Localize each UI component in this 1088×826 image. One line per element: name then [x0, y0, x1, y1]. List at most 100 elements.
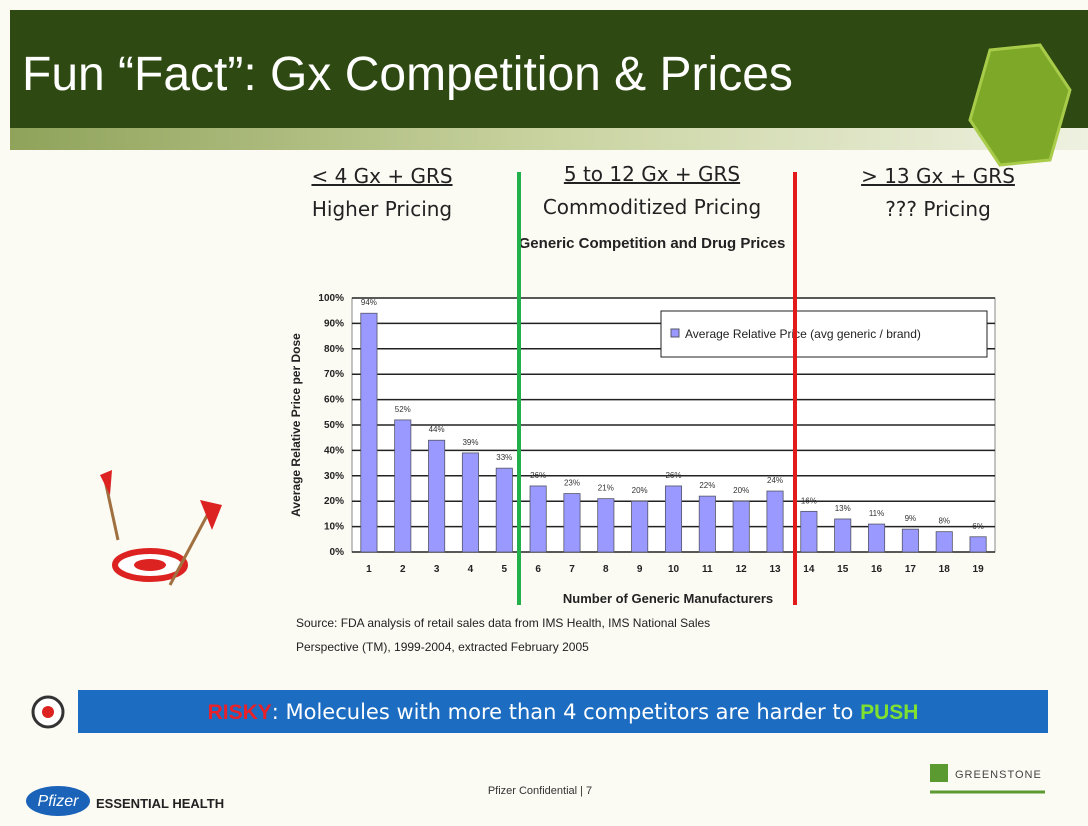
y-tick-label: 60% [324, 395, 344, 406]
data-label: 21% [598, 484, 614, 493]
bar [732, 500, 750, 553]
slide-title: Fun “Fact”: Gx Competition & Prices [22, 48, 793, 101]
x-tick-label: 13 [769, 564, 781, 575]
footer-brand: ESSENTIAL HEALTH [96, 796, 224, 811]
header-strip [10, 128, 1088, 150]
banner-push: PUSH [860, 701, 918, 724]
data-label: 26% [530, 471, 546, 480]
footer-confidential: Pfizer Confidential | 7 [488, 785, 592, 797]
segment-label: Higher Pricing [312, 197, 452, 221]
header-band [10, 10, 1088, 128]
bar [868, 523, 886, 553]
x-tick-label: 18 [939, 564, 951, 575]
bar [698, 495, 716, 553]
target-center [42, 706, 54, 718]
bar [428, 439, 446, 553]
x-tick-label: 14 [803, 564, 815, 575]
segment-heading: 5 to 12 Gx + GRS [564, 162, 740, 186]
x-tick-label: 12 [736, 564, 748, 575]
plot: 0% 10% 20% 30% 40% 50% 60% 70% 80% 90% 100% 94% 52% 4… [318, 293, 996, 575]
data-label: 9% [905, 514, 917, 523]
data-label: 20% [632, 486, 648, 495]
bar [597, 498, 615, 553]
bar [461, 452, 479, 553]
x-tick-label: 1 [366, 564, 372, 575]
y-tick-label: 80% [324, 344, 344, 355]
data-label: 8% [938, 517, 950, 526]
x-tick-label: 16 [871, 564, 883, 575]
x-tick-label: 15 [837, 564, 849, 575]
x-tick-label: 6 [535, 564, 541, 575]
y-tick-label: 50% [324, 420, 344, 431]
data-label: 16% [801, 496, 817, 505]
pfizer-logo [26, 786, 90, 816]
x-tick-label: 8 [603, 564, 609, 575]
banner [78, 690, 1048, 733]
y-tick-label: 40% [324, 445, 344, 456]
bar [969, 536, 987, 553]
darts-icon [100, 470, 222, 586]
y-tick-label: 70% [324, 369, 344, 380]
bar [563, 493, 581, 553]
greenstone-logo [930, 764, 948, 782]
data-label: 24% [767, 476, 783, 485]
segment-label: ??? Pricing [885, 197, 991, 221]
legend-label: Average Relative Price (avg generic / br… [685, 327, 921, 341]
pfizer-text: Pfizer [38, 793, 80, 810]
bar [901, 528, 919, 553]
source-line: Perspective (TM), 1999-2004, extracted F… [296, 640, 589, 654]
x-tick-label: 5 [502, 564, 508, 575]
data-label: 39% [462, 438, 478, 447]
x-tick-label: 9 [637, 564, 643, 575]
data-label: 94% [361, 298, 377, 307]
banner-risky: RISKY [208, 701, 272, 724]
bar [664, 485, 683, 553]
bar [800, 510, 818, 553]
y-tick-label: 10% [324, 522, 344, 533]
footer-partner: GREENSTONE [955, 769, 1042, 781]
y-tick-label: 20% [324, 496, 344, 507]
data-label: 44% [429, 425, 445, 434]
bar [834, 518, 852, 553]
data-label: 52% [395, 405, 411, 414]
data-label: 33% [496, 453, 512, 462]
data-label: 13% [835, 504, 851, 513]
segment-heading: < 4 Gx + GRS [311, 164, 452, 188]
legend-box [660, 310, 988, 358]
x-tick-label: 10 [668, 564, 680, 575]
x-tick-label: 2 [400, 564, 406, 575]
x-tick-label: 3 [434, 564, 440, 575]
y-axis-label: Average Relative Price per Dose [289, 333, 303, 517]
bar [360, 312, 378, 553]
legend-swatch [670, 328, 680, 338]
bar [631, 500, 649, 553]
x-tick-label: 4 [468, 564, 474, 575]
y-tick-label: 90% [324, 318, 344, 329]
hexagon [968, 43, 1072, 167]
data-label: 26% [665, 471, 681, 480]
chart-title: Generic Competition and Drug Prices [519, 235, 786, 252]
y-tick-label: 0% [330, 547, 345, 558]
source-line: Source: FDA analysis of retail sales dat… [296, 616, 710, 630]
data-label: 6% [972, 522, 984, 531]
x-tick-label: 17 [905, 564, 917, 575]
data-label: 20% [733, 486, 749, 495]
data-label: 23% [564, 479, 580, 488]
x-tick-label: 7 [569, 564, 575, 575]
bar [495, 467, 513, 553]
x-axis-label: Number of Generic Manufacturers [563, 591, 773, 606]
banner-message: : Molecules with more than 4 competitors… [272, 700, 860, 724]
banner-text: RISKY: Molecules with more than 4 compet… [208, 700, 919, 724]
y-tick-label: 100% [318, 293, 344, 304]
bar [529, 485, 547, 553]
y-tick-label: 30% [324, 471, 344, 482]
segment-label: Commoditized Pricing [543, 195, 761, 219]
segment-heading: > 13 Gx + GRS [861, 164, 1015, 188]
data-label: 22% [699, 481, 715, 490]
x-tick-label: 11 [702, 564, 713, 575]
bar [394, 419, 412, 553]
x-tick-label: 19 [973, 564, 985, 575]
bar [935, 531, 953, 553]
data-label: 11% [869, 509, 884, 518]
